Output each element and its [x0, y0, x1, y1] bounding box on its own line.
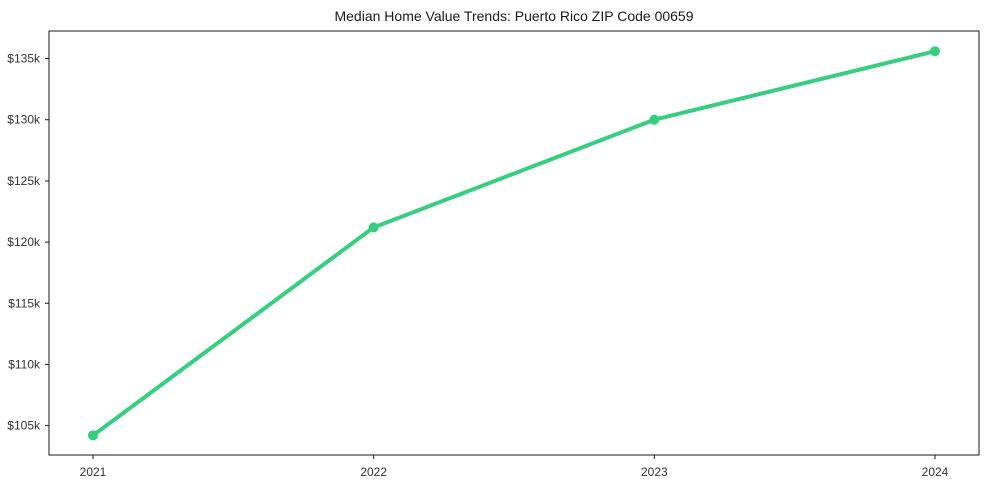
y-tick-label: $125k — [7, 174, 41, 188]
y-tick-label: $110k — [8, 357, 41, 371]
data-point-marker-2023 — [649, 114, 660, 125]
y-tick-label: $135k — [7, 52, 41, 66]
y-tick-label: $105k — [7, 419, 41, 433]
x-tick-label: 2021 — [80, 465, 107, 479]
x-tick-label: 2022 — [360, 465, 387, 479]
x-tick-label: 2024 — [922, 465, 949, 479]
chart-title: Median Home Value Trends: Puerto Rico ZI… — [334, 8, 694, 24]
data-point-marker-2022 — [368, 222, 379, 233]
trend-line — [91, 49, 937, 438]
y-tick-label: $120k — [7, 235, 41, 249]
y-tick-label: $130k — [7, 113, 41, 127]
data-point-marker-2024 — [930, 46, 940, 57]
plot-border — [48, 30, 980, 456]
x-tick-label: 2023 — [641, 465, 668, 479]
data-point-marker-2021 — [88, 430, 98, 441]
y-tick-label: $115k — [8, 296, 41, 310]
